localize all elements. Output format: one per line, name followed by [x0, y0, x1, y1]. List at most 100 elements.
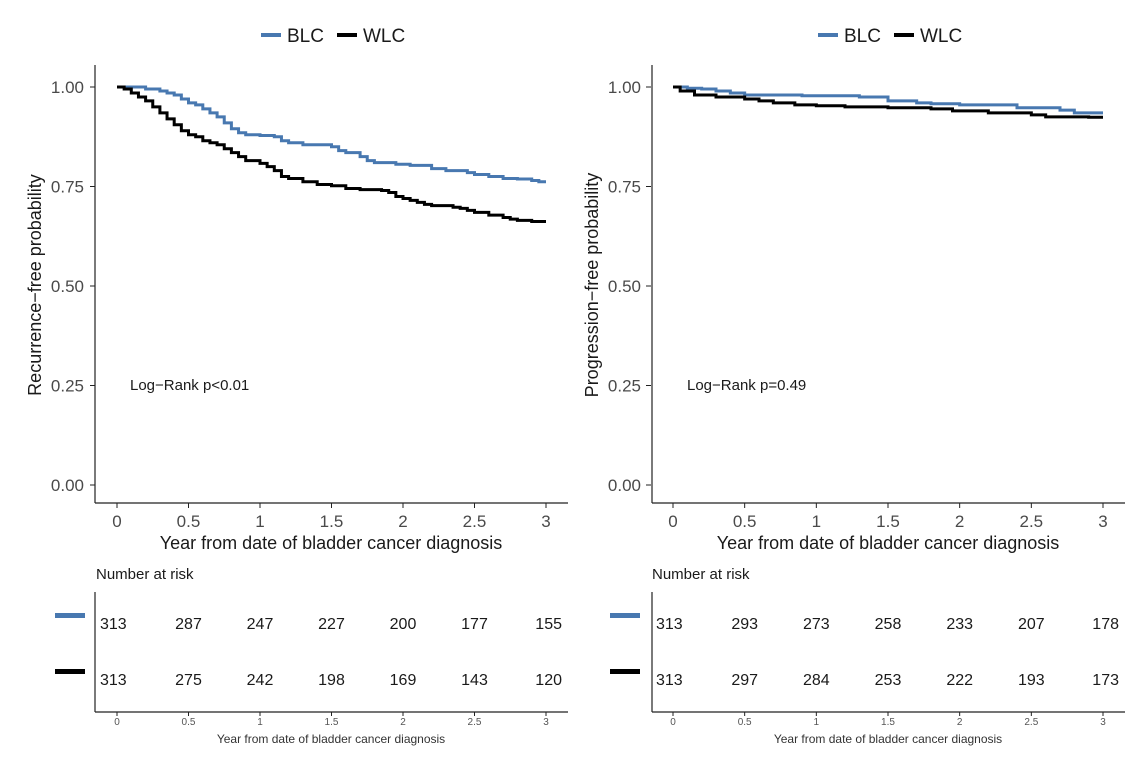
y-tick-labels: 0.00 0.25 0.50 0.75 1.00 — [51, 78, 95, 495]
risk-row-swatch-blc — [55, 613, 85, 618]
y-tick-label: 0.50 — [608, 277, 641, 296]
risk-x-tick-label: 2.5 — [468, 717, 482, 728]
legend-label-blc: BLC — [844, 26, 881, 47]
y-tick-label: 0.00 — [51, 476, 84, 495]
x-tick-label: 2.5 — [1020, 512, 1044, 531]
x-tick-label: 3 — [1098, 512, 1107, 531]
x-tick-label: 0.5 — [177, 512, 201, 531]
risk-value-wlc: 275 — [175, 672, 202, 689]
risk-value-blc: 177 — [461, 616, 488, 633]
risk-x-tick-label: 1.5 — [325, 717, 339, 728]
risk-value-wlc: 222 — [946, 672, 973, 689]
legend-label-wlc: WLC — [363, 26, 405, 47]
risk-x-tick-label: 3 — [1100, 717, 1106, 728]
risk-table-right: Number at risk 313 293 273 258 233 207 178 313 2… — [610, 566, 1125, 746]
legend-left: BLC WLC — [261, 26, 405, 47]
risk-x-tick-label: 3 — [543, 717, 549, 728]
legend-right: BLC WLC — [818, 26, 962, 47]
x-tick-label: 0 — [112, 512, 121, 531]
risk-value-blc: 155 — [535, 616, 562, 633]
log-rank-annotation: Log−Rank p<0.01 — [130, 377, 249, 394]
risk-value-blc: 247 — [247, 616, 274, 633]
log-rank-annotation: Log−Rank p=0.49 — [687, 377, 806, 394]
x-tick-label: 0.5 — [733, 512, 757, 531]
risk-value-wlc: 120 — [535, 672, 562, 689]
risk-value-wlc: 173 — [1092, 672, 1119, 689]
risk-x-tick-label: 0.5 — [182, 717, 196, 728]
risk-x-tick-label: 1.5 — [881, 717, 895, 728]
x-tick-label: 2 — [398, 512, 407, 531]
risk-value-blc: 287 — [175, 616, 202, 633]
legend-label-blc: BLC — [287, 26, 324, 47]
x-tick-label: 2 — [955, 512, 964, 531]
x-tick-label: 2.5 — [463, 512, 487, 531]
risk-value-blc: 313 — [100, 616, 127, 633]
x-tick-label: 1 — [255, 512, 264, 531]
risk-x-tick-label: 2 — [957, 717, 963, 728]
x-tick-labels: 0 0.5 1 1.5 2 2.5 3 — [112, 503, 551, 531]
y-tick-label: 0.00 — [608, 476, 641, 495]
y-tick-label: 0.25 — [51, 377, 84, 396]
survival-curves — [117, 85, 546, 224]
risk-value-blc: 258 — [875, 616, 902, 633]
risk-x-tick-label: 2.5 — [1024, 717, 1038, 728]
risk-x-tick-label: 0.5 — [738, 717, 752, 728]
risk-x-tick-label: 2 — [400, 717, 406, 728]
x-tick-label: 0 — [668, 512, 677, 531]
x-tick-label: 3 — [541, 512, 550, 531]
risk-value-wlc: 253 — [875, 672, 902, 689]
series-wlc-line — [673, 85, 1103, 119]
recurrence-plot: 0.00 0.25 0.50 0.75 1.00 0 0.5 1 1.5 2 2.5 3 Recur… — [25, 65, 568, 553]
y-tick-label: 0.75 — [608, 178, 641, 197]
series-blc-line — [117, 85, 546, 184]
risk-x-tick-label: 0 — [114, 717, 120, 728]
risk-x-tick-label: 1 — [257, 717, 263, 728]
series-wlc-line — [117, 85, 546, 224]
risk-value-wlc: 313 — [656, 672, 683, 689]
x-axis-label: Year from date of bladder cancer diagnos… — [717, 533, 1060, 553]
risk-table-left: Number at risk 313 287 247 227 200 177 155 313 2… — [55, 566, 568, 746]
risk-value-wlc: 198 — [318, 672, 345, 689]
risk-value-wlc: 143 — [461, 672, 488, 689]
y-axis-label: Progression−free probability — [582, 173, 602, 398]
progression-plot: 0.00 0.25 0.50 0.75 1.00 0 0.5 1 1.5 2 2.5 3 Progr… — [582, 65, 1125, 553]
legend-label-wlc: WLC — [920, 26, 962, 47]
risk-table-x-ticks: 0 0.5 1 1.5 2 2.5 3 — [670, 712, 1106, 728]
y-tick-label: 0.25 — [608, 377, 641, 396]
risk-table-x-label: Year from date of bladder cancer diagnos… — [217, 732, 445, 746]
risk-value-blc: 313 — [656, 616, 683, 633]
risk-table-x-label: Year from date of bladder cancer diagnos… — [774, 732, 1002, 746]
x-tick-label: 1.5 — [320, 512, 344, 531]
risk-value-wlc: 284 — [803, 672, 830, 689]
risk-row-swatch-blc — [610, 613, 640, 618]
risk-row-swatch-wlc — [55, 669, 85, 674]
risk-table-values: 313 293 273 258 233 207 178 313 297 284 253 222 193 1… — [656, 616, 1119, 689]
x-tick-labels: 0 0.5 1 1.5 2 2.5 3 — [668, 503, 1108, 531]
risk-x-tick-label: 1 — [814, 717, 820, 728]
y-tick-label: 1.00 — [608, 78, 641, 97]
risk-value-blc: 178 — [1092, 616, 1119, 633]
y-axis-label: Recurrence−free probability — [25, 174, 45, 396]
x-axis-label: Year from date of bladder cancer diagnos… — [160, 533, 503, 553]
x-tick-label: 1 — [812, 512, 821, 531]
risk-table-x-ticks: 0 0.5 1 1.5 2 2.5 3 — [114, 712, 549, 728]
risk-table-title: Number at risk — [96, 566, 194, 583]
risk-value-wlc: 313 — [100, 672, 127, 689]
risk-value-wlc: 242 — [247, 672, 274, 689]
risk-value-wlc: 169 — [390, 672, 417, 689]
survival-curves — [673, 85, 1103, 119]
risk-value-blc: 227 — [318, 616, 345, 633]
risk-row-swatch-wlc — [610, 669, 640, 674]
risk-value-blc: 200 — [390, 616, 417, 633]
y-tick-label: 0.50 — [51, 277, 84, 296]
y-tick-label: 1.00 — [51, 78, 84, 97]
risk-value-blc: 233 — [946, 616, 973, 633]
risk-value-blc: 273 — [803, 616, 830, 633]
risk-x-tick-label: 0 — [670, 717, 676, 728]
risk-table-values: 313 287 247 227 200 177 155 313 275 242 198 169 143 1… — [100, 616, 562, 689]
x-tick-label: 1.5 — [876, 512, 900, 531]
risk-value-blc: 293 — [731, 616, 758, 633]
series-blc-line — [673, 85, 1103, 115]
y-tick-labels: 0.00 0.25 0.50 0.75 1.00 — [608, 78, 651, 495]
